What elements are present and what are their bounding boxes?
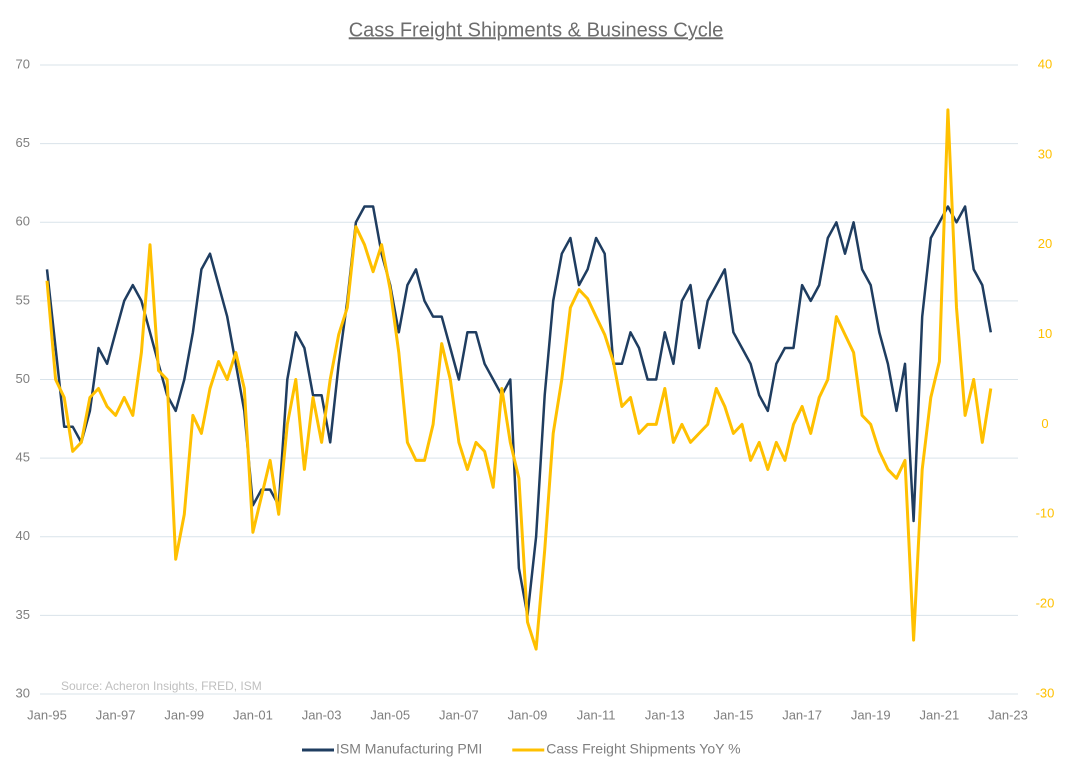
x-tick-label: Jan-01 bbox=[233, 707, 273, 722]
y-tick-label: 35 bbox=[16, 607, 30, 622]
x-tick-label: Jan-23 bbox=[988, 707, 1028, 722]
y-tick-label: 45 bbox=[16, 450, 30, 465]
y2-tick-label: 20 bbox=[1038, 236, 1052, 251]
x-tick-label: Jan-05 bbox=[370, 707, 410, 722]
x-tick-label: Jan-03 bbox=[302, 707, 342, 722]
y-tick-label: 40 bbox=[16, 528, 30, 543]
series-line bbox=[45, 205, 993, 617]
x-tick-label: Jan-19 bbox=[851, 707, 891, 722]
y-tick-label: 30 bbox=[16, 685, 30, 700]
x-tick-label: Jan-21 bbox=[919, 707, 959, 722]
y-tick-label: 55 bbox=[16, 292, 30, 307]
y2-tick-label: 40 bbox=[1038, 56, 1052, 71]
legend-label: ISM Manufacturing PMI bbox=[336, 741, 482, 757]
y2-tick-label: -20 bbox=[1036, 596, 1055, 611]
x-tick-label: Jan-15 bbox=[714, 707, 754, 722]
y-tick-label: 60 bbox=[16, 214, 30, 229]
chart-title: Cass Freight Shipments & Business Cycle bbox=[349, 19, 724, 41]
x-tick-label: Jan-13 bbox=[645, 707, 685, 722]
series-line bbox=[45, 108, 993, 651]
x-tick-label: Jan-17 bbox=[782, 707, 822, 722]
y-tick-label: 50 bbox=[16, 371, 30, 386]
y-tick-label: 70 bbox=[16, 56, 30, 71]
x-tick-label: Jan-99 bbox=[164, 707, 204, 722]
source-note: Source: Acheron Insights, FRED, ISM bbox=[61, 679, 262, 693]
y-tick-label: 65 bbox=[16, 135, 30, 150]
y2-tick-label: 30 bbox=[1038, 146, 1052, 161]
y2-tick-label: -10 bbox=[1036, 506, 1055, 521]
y2-tick-label: 0 bbox=[1041, 416, 1048, 431]
x-tick-label: Jan-97 bbox=[96, 707, 136, 722]
legend-label: Cass Freight Shipments YoY % bbox=[546, 741, 740, 757]
x-tick-label: Jan-09 bbox=[508, 707, 548, 722]
y2-tick-label: 10 bbox=[1038, 326, 1052, 341]
x-tick-label: Jan-11 bbox=[577, 707, 616, 722]
x-tick-label: Jan-07 bbox=[439, 707, 479, 722]
y2-tick-label: -30 bbox=[1036, 685, 1055, 700]
x-tick-label: Jan-95 bbox=[27, 707, 67, 722]
